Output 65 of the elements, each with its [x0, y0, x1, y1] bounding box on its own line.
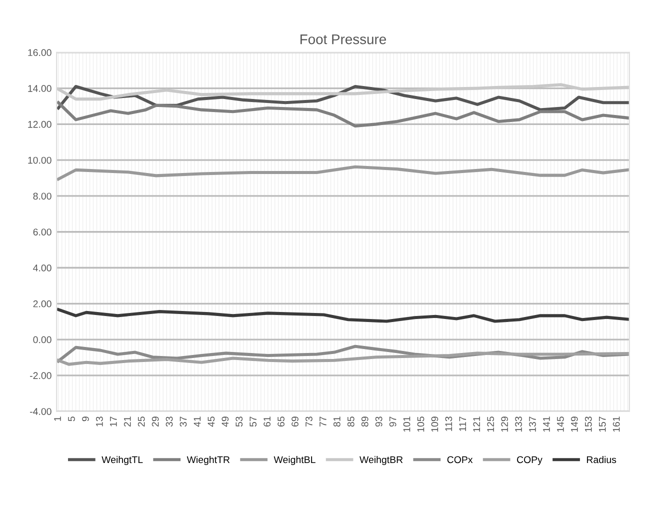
- x-tick-label: 17: [110, 416, 117, 426]
- x-tick-label: 109: [431, 416, 438, 432]
- x-tick-label: 149: [570, 416, 578, 432]
- x-tick-label: 1: [54, 416, 61, 421]
- y-tick-label: 10.00: [28, 156, 52, 164]
- x-tick-label: 145: [557, 416, 564, 432]
- line-series: [56, 83, 630, 101]
- y-tick-label: 12.00: [28, 120, 52, 128]
- x-tick-label: 37: [180, 416, 187, 427]
- x-tick-label: 85: [347, 416, 354, 427]
- x-tick-label: 117: [459, 416, 466, 431]
- legend-label: Radius: [586, 456, 616, 464]
- y-tick-label: -4.00: [30, 408, 52, 415]
- x-tick-label: 5: [68, 416, 75, 422]
- line-series: [56, 308, 630, 323]
- y-tick-label: 4.00: [33, 264, 52, 272]
- x-tick-label: 13: [96, 416, 103, 426]
- legend-label: WeightBL: [274, 456, 316, 466]
- x-tick-label: 81: [333, 416, 340, 427]
- y-tick-label: 8.00: [33, 192, 52, 200]
- x-tick-label: 69: [292, 416, 298, 427]
- y-tick-label: -2.00: [30, 372, 52, 380]
- y-tick-label: 16.00: [28, 49, 52, 56]
- x-tick-label: 61: [264, 416, 271, 427]
- x-tick-label: 49: [222, 416, 229, 427]
- legend-label: WeihgtBR: [360, 456, 403, 466]
- x-tick-label: 33: [166, 416, 173, 427]
- x-tick-label: 133: [515, 416, 522, 432]
- legend-label: COPy: [517, 456, 542, 466]
- legend-label: WeihgtTL: [102, 456, 143, 466]
- x-tick-label: 53: [236, 416, 243, 427]
- x-tick-label: 45: [208, 416, 215, 427]
- x-tick-label: 25: [138, 416, 145, 427]
- x-tick-label: 57: [250, 416, 257, 427]
- x-tick-label: 121: [473, 416, 480, 432]
- x-tick-label: 9: [82, 416, 89, 422]
- y-tick-label: 2.00: [33, 300, 52, 308]
- x-tick-label: 73: [306, 416, 312, 427]
- legend-label: WieghtTR: [186, 456, 230, 466]
- y-tick-label: 14.00: [28, 85, 52, 92]
- line-series: [56, 352, 630, 366]
- x-tick-label: 125: [487, 416, 494, 432]
- x-tick-label: 161: [612, 416, 620, 432]
- x-tick-label: 113: [445, 416, 452, 431]
- x-tick-label: 157: [599, 416, 606, 432]
- x-tick-label: 21: [124, 416, 131, 427]
- x-tick-label: 29: [152, 416, 159, 427]
- x-tick-label: 129: [501, 416, 508, 432]
- x-tick-label: 141: [543, 416, 550, 432]
- x-tick-label: 89: [361, 416, 368, 427]
- line-series: [56, 101, 630, 128]
- x-tick-label: 101: [403, 416, 410, 432]
- y-tick-label: 6.00: [33, 228, 52, 236]
- x-tick-label: 65: [278, 416, 284, 427]
- x-tick-label: 41: [194, 416, 201, 427]
- y-tick-label: 0.00: [33, 336, 52, 344]
- x-tick-label: 93: [375, 416, 382, 427]
- x-tick-label: 77: [320, 416, 326, 427]
- line-series: [56, 165, 630, 181]
- x-tick-label: 105: [417, 416, 424, 432]
- legend-label: COPx: [447, 456, 473, 464]
- chart-title: Foot Pressure: [300, 34, 386, 44]
- x-tick-label: 153: [584, 416, 592, 432]
- x-tick-label: 97: [389, 416, 396, 427]
- x-tick-label: 137: [529, 416, 536, 432]
